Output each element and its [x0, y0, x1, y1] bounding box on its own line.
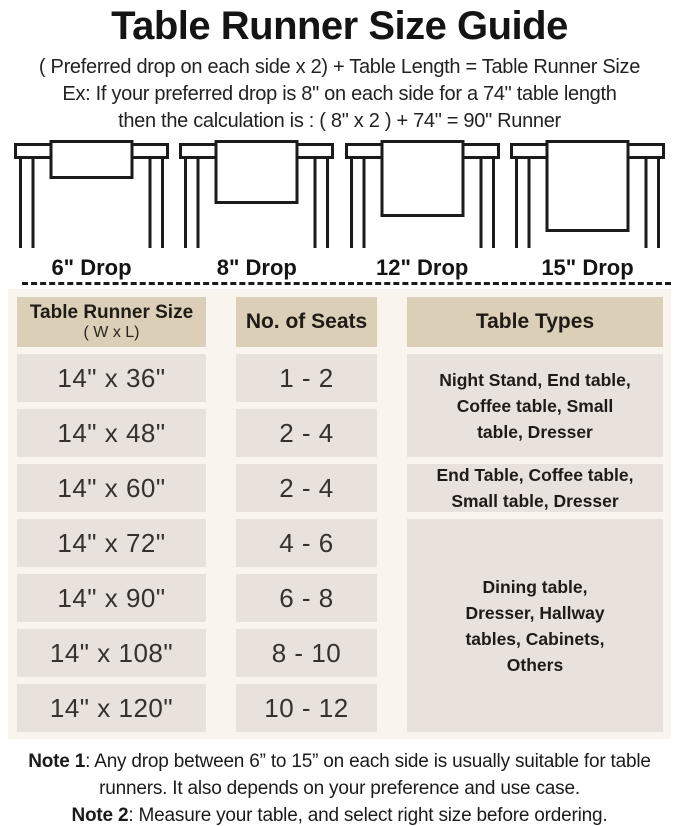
seats-cell: 8 - 10	[236, 629, 377, 677]
table-runner-illustration-svg	[14, 140, 169, 248]
runner-size-cell: 14" x 108"	[17, 629, 206, 677]
table-illustration-unit: 15" Drop	[509, 140, 666, 281]
table-illustration-unit: 8" Drop	[178, 140, 335, 281]
page-title: Table Runner Size Guide	[111, 4, 568, 48]
table-runner-illustration-svg	[179, 140, 335, 248]
table-runner-drawing	[13, 140, 170, 253]
example-line-2: then the calculation is : ( 8" x 2 ) + 7…	[118, 110, 561, 132]
note-2: Note 2: Measure your table, and select r…	[71, 805, 608, 826]
table-types-group-small: Night Stand, End table, Coffee table, Sm…	[407, 354, 663, 457]
drop-label: 8" Drop	[216, 255, 297, 280]
header-runner-size: Table Runner Size ( W x L)	[17, 297, 206, 347]
size-table-section: Table Runner Size ( W x L) No. of Seats …	[8, 289, 671, 739]
table-runner-drawing	[509, 140, 666, 253]
seats-cell: 1 - 2	[236, 354, 377, 402]
table-runner-illustration-svg	[344, 140, 500, 248]
runner-size-cell: 14" x 36"	[17, 354, 206, 402]
formula-line: ( Preferred drop on each side x 2) + Tab…	[38, 56, 641, 78]
size-table: Table Runner Size ( W x L) No. of Seats …	[17, 297, 663, 732]
header-seats: No. of Seats	[236, 297, 377, 347]
runner-size-cell: 14" x 72"	[17, 519, 206, 567]
seats-cell: 4 - 6	[236, 519, 377, 567]
notes: Note 1: Any drop between 6” to 15” on ea…	[0, 748, 679, 826]
table-types-group-medium: End Table, Coffee table, Small table, Dr…	[407, 464, 663, 512]
runner-size-cell: 14" x 120"	[17, 684, 206, 732]
table-types-group-large: Dining table, Dresser, Hallway tables, C…	[407, 519, 663, 732]
seats-cell: 2 - 4	[236, 409, 377, 457]
table-illustration-unit: 12" Drop	[344, 140, 501, 281]
seats-cell: 2 - 4	[236, 464, 377, 512]
header-runner-size-subtitle: ( W x L)	[83, 324, 140, 341]
header-table-types: Table Types	[407, 297, 663, 347]
drop-label: 12" Drop	[375, 255, 469, 280]
drop-label: 15" Drop	[541, 255, 634, 280]
seats-cell: 6 - 8	[236, 574, 377, 622]
runner-size-cell: 14" x 48"	[17, 409, 206, 457]
table-runner-illustration-svg	[509, 140, 665, 248]
table-runner-drawing	[178, 140, 335, 253]
example-line-1: Ex: If your preferred drop is 8" on each…	[62, 83, 617, 105]
dashed-divider	[22, 282, 671, 285]
header-runner-size-title: Table Runner Size	[29, 302, 194, 323]
table-runner-drawing	[344, 140, 501, 253]
drop-label: 6" Drop	[51, 255, 132, 280]
table-illustration-unit: 6" Drop	[13, 140, 170, 281]
runner-size-cell: 14" x 60"	[17, 464, 206, 512]
runner-size-cell: 14" x 90"	[17, 574, 206, 622]
drop-illustrations: 6" Drop 8" Drop 12" Drop 15" Drop	[0, 140, 679, 281]
intro-text: ( Preferred drop on each side x 2) + Tab…	[0, 54, 679, 135]
note-1: Note 1: Any drop between 6” to 15” on ea…	[28, 751, 651, 799]
seats-cell: 10 - 12	[236, 684, 377, 732]
